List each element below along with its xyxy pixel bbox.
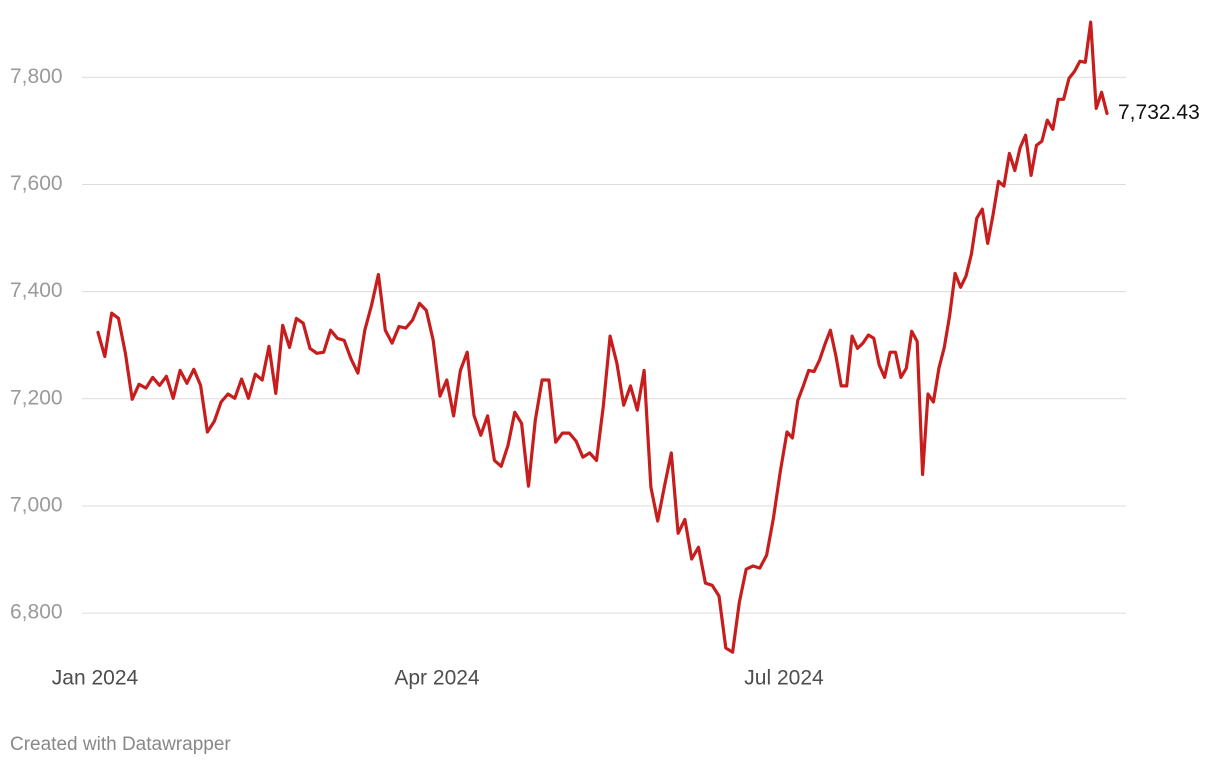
x-tick-label: Jan 2024 — [52, 667, 139, 690]
x-tick-label: Apr 2024 — [394, 667, 480, 690]
footer: Created with Datawrapper — [10, 734, 231, 755]
y-tick-label: 7,000 — [10, 494, 63, 517]
y-tick-label: 6,800 — [10, 601, 63, 624]
x-tick-label: Jul 2024 — [744, 667, 824, 690]
y-tick-label: 7,400 — [10, 279, 63, 302]
y-tick-label: 7,800 — [10, 65, 63, 88]
line — [96, 20, 1109, 654]
y-tick-label: 7,200 — [10, 386, 63, 409]
end-label: 7,732.43 — [1118, 101, 1200, 124]
y-tick-label: 7,600 — [10, 172, 63, 195]
